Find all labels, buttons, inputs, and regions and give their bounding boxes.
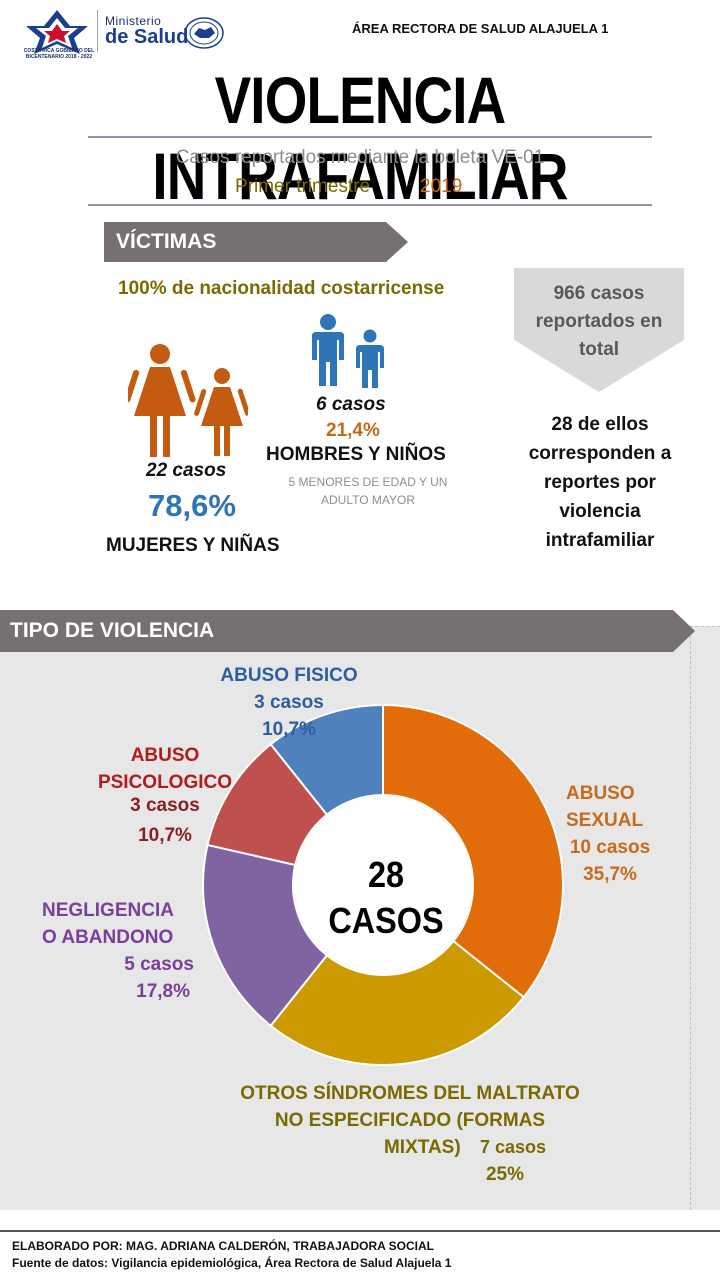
otros-name-3-row: MIXTAS) 7 casos <box>210 1134 610 1161</box>
otros-name-2: NO ESPECIFICADO (FORMAS <box>274 1110 546 1131</box>
negligencia-name-2: O ABANDONO <box>42 927 174 948</box>
abuso-psicologico-pct: 10,7% <box>138 825 192 846</box>
ministerio-label: Ministerio <box>105 14 162 28</box>
label-abuso-sexual: ABUSO SEXUAL 10 casos 35,7% <box>540 780 680 888</box>
vif-cases-text: 28 de ellos corresponden a reportes por … <box>528 414 672 551</box>
otros-name-3: MIXTAS) <box>383 1137 461 1158</box>
nacionalidad-note: 100% de nacionalidad costarricense <box>118 278 445 299</box>
title-divider-top <box>88 136 652 138</box>
ministry-seal-icon <box>184 17 224 49</box>
label-abuso-fisico: ABUSO FISICO 3 casos 10,7% <box>200 662 378 743</box>
salud-label: de Salud <box>105 26 189 48</box>
abuso-psicologico-name-2: PSICOLOGICO <box>97 772 233 793</box>
men-label: HOMBRES Y NIÑOS <box>266 444 446 465</box>
title-divider-bottom <box>88 204 652 206</box>
period-label: Primer trimestre <box>235 176 371 197</box>
abuso-psicologico-cases: 3 casos <box>130 795 200 816</box>
men-note: 5 MENORES DE EDAD Y UN ADULTO MAYOR <box>288 475 448 507</box>
abuso-sexual-name-2: SEXUAL <box>566 810 644 831</box>
chart-border <box>690 626 720 1210</box>
total-cases-text: 966 casos reportados en total <box>535 283 663 360</box>
costa-rica-logo <box>26 10 88 54</box>
victimas-banner: VÍCTIMAS <box>104 222 408 262</box>
men-boys-icon <box>312 314 384 388</box>
tipo-violencia-banner: TIPO DE VIOLENCIA <box>0 610 695 652</box>
abuso-fisico-name: ABUSO FISICO <box>220 665 358 686</box>
otros-pct: 25% <box>485 1164 525 1185</box>
footer: ELABORADO POR: MAG. ADRIANA CALDERÓN, TR… <box>12 1238 451 1272</box>
men-percentage: 21,4% <box>326 420 380 441</box>
page-title: VIOLENCIA INTRAFAMILIAR <box>152 63 568 213</box>
abuso-psicologico-name-1: ABUSO <box>130 745 200 766</box>
otros-name-1: OTROS SÍNDROMES DEL MALTRATO <box>240 1083 580 1104</box>
abuso-fisico-cases: 3 casos <box>254 692 324 713</box>
abuso-sexual-cases: 10 casos <box>569 837 651 858</box>
label-abuso-psicologico: ABUSO PSICOLOGICO 3 casos 10,7% <box>80 742 250 849</box>
label-otros-sindromes: OTROS SÍNDROMES DEL MALTRATO NO ESPECIFI… <box>210 1080 610 1188</box>
women-percentage: 78,6% <box>148 488 236 523</box>
donut-center-unit: CASOS <box>328 900 444 941</box>
footer-source: Fuente de datos: Vigilancia epidemiológi… <box>12 1256 452 1270</box>
donut-hole <box>294 796 472 974</box>
year-label: 2019 <box>420 176 463 197</box>
footer-divider <box>0 1230 720 1232</box>
subtitle: Casos reportados mediante la boleta VE-0… <box>175 147 545 168</box>
donut-slice-2 <box>202 843 329 1028</box>
donut-slice-1 <box>269 939 526 1066</box>
women-cases: 22 casos <box>146 460 227 481</box>
negligencia-name-1: NEGLIGENCIA <box>42 900 174 921</box>
women-girls-icon <box>128 344 248 457</box>
donut-center-number: 28 <box>367 854 405 895</box>
negligencia-pct: 17,8% <box>136 981 190 1002</box>
men-cases: 6 casos <box>316 394 386 415</box>
negligencia-cases: 5 casos <box>124 954 194 975</box>
abuso-fisico-pct: 10,7% <box>262 719 316 740</box>
logo-caption: COSTA RICA GOBIERNO DEL BICENTENARIO 201… <box>23 48 95 60</box>
otros-cases: 7 casos <box>479 1137 547 1157</box>
donut-center-total: 28 CASOS <box>323 852 449 944</box>
women-label: MUJERES Y NIÑAS <box>106 535 280 556</box>
logo-divider <box>97 10 98 52</box>
donut-slice-4 <box>269 703 384 817</box>
footer-author: ELABORADO POR: MAG. ADRIANA CALDERÓN, TR… <box>12 1239 434 1253</box>
donut-slice-0 <box>382 703 564 999</box>
abuso-sexual-name-1: ABUSO <box>566 783 635 804</box>
abuso-sexual-pct: 35,7% <box>583 864 637 885</box>
area-rectora-title: ÁREA RECTORA DE SALUD ALAJUELA 1 <box>352 21 609 36</box>
label-negligencia: NEGLIGENCIA O ABANDONO 5 casos 17,8% <box>30 897 206 1005</box>
violence-type-donut-chart <box>202 703 564 1066</box>
